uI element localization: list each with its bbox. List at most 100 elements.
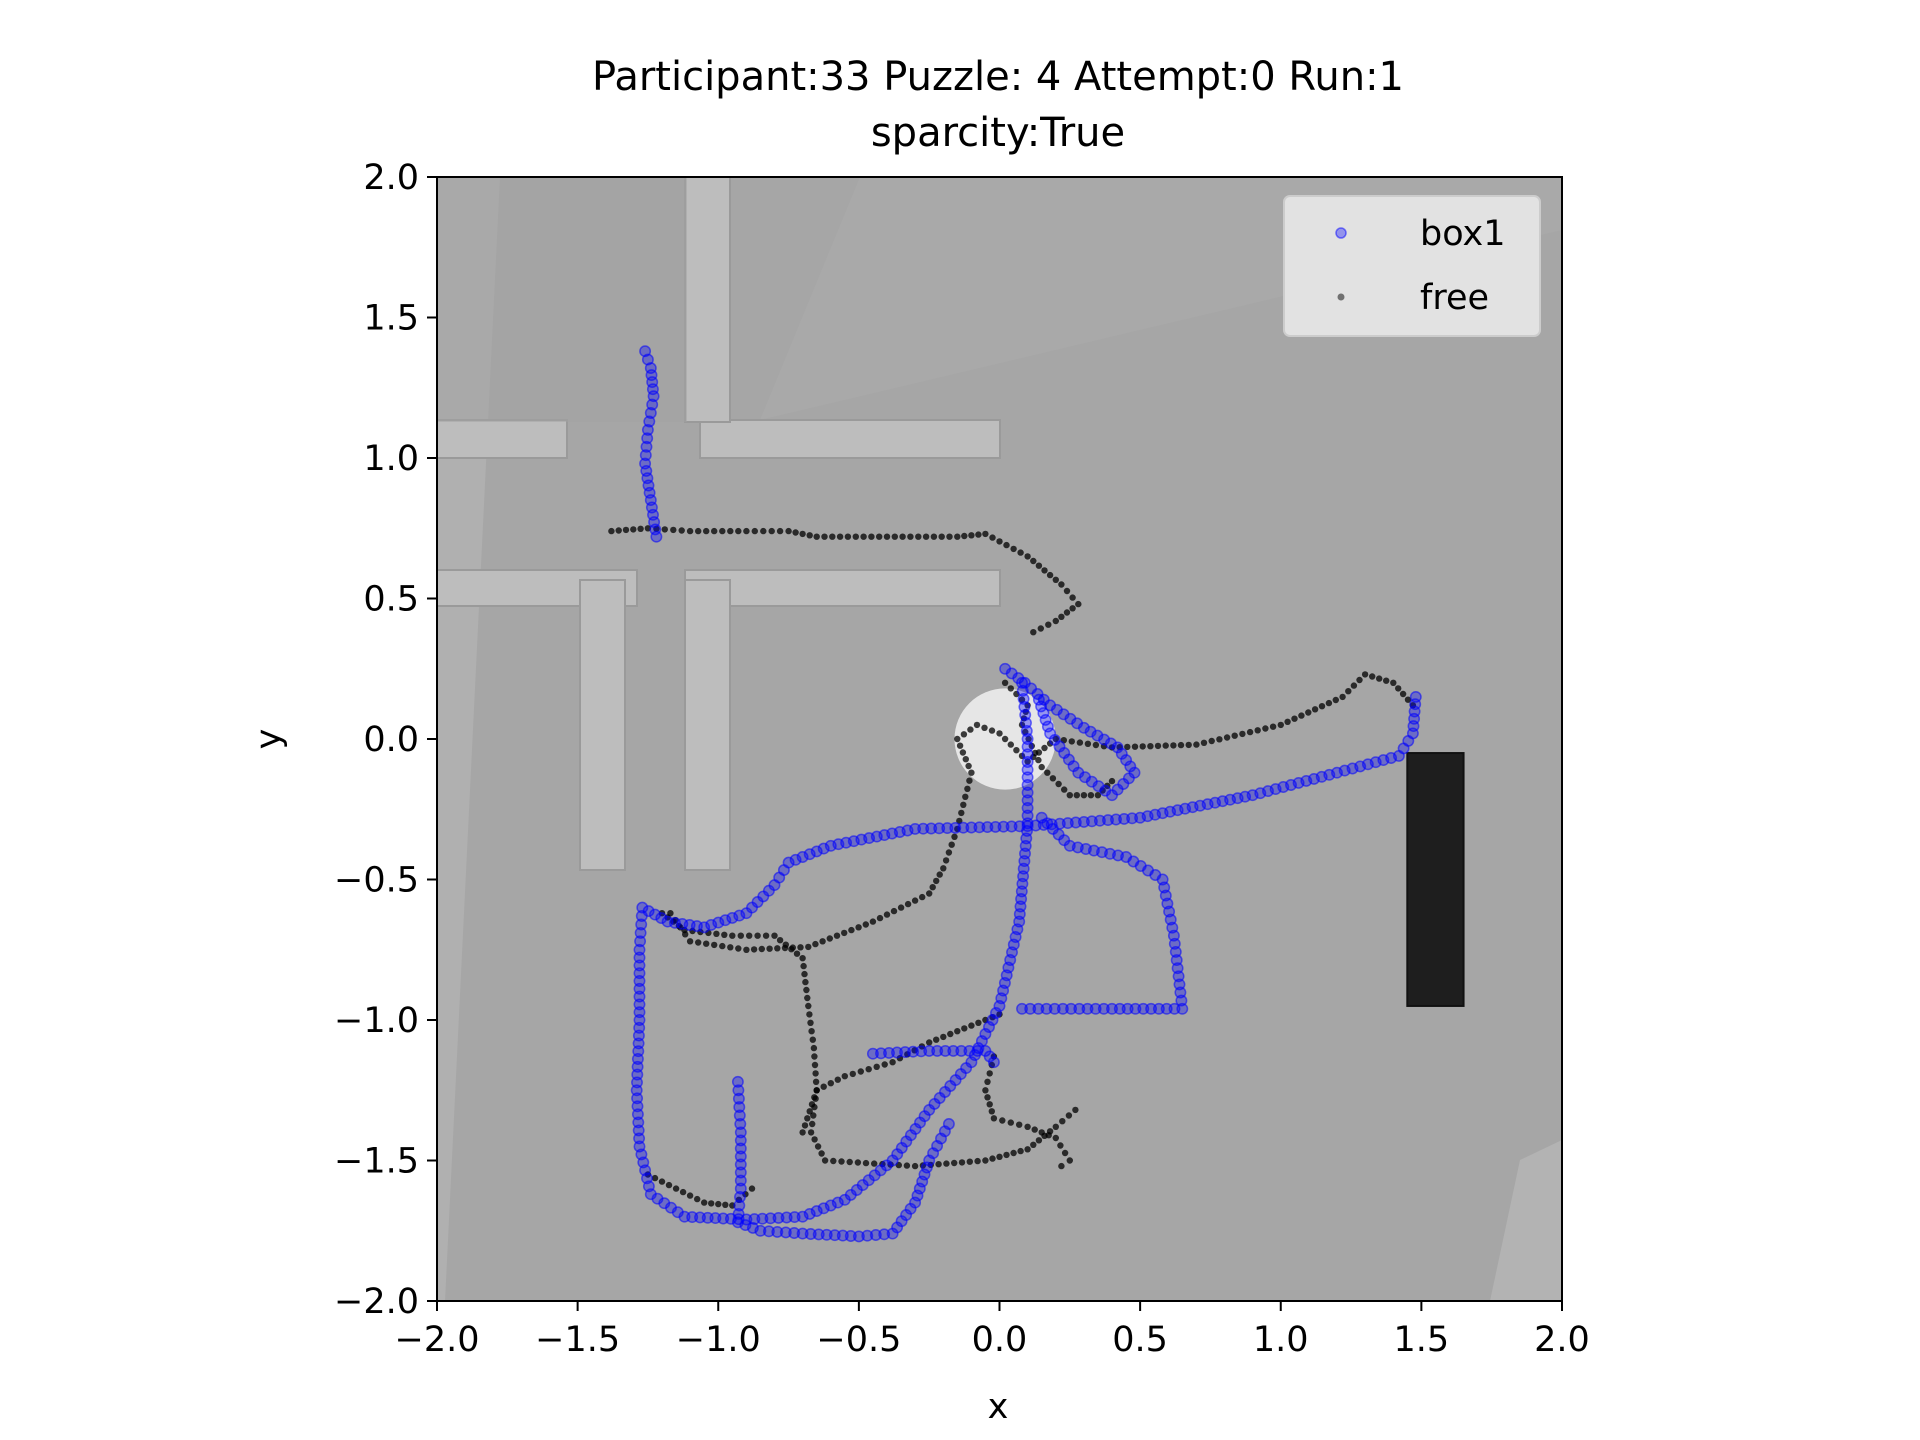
box1-point [923,1044,936,1057]
box1-point [640,440,653,453]
free-point [891,533,898,540]
free-point [973,721,981,729]
y-tick-label: 2.0 [363,158,419,198]
free-point [945,849,953,856]
free-point [833,932,841,939]
free-point [968,532,975,539]
free-point [1376,675,1383,682]
box1-point [1091,729,1104,742]
box1-point [1032,693,1045,706]
free-point [883,911,891,918]
free-point [946,533,953,540]
box1-point [788,1227,801,1239]
box1-point [955,1044,968,1057]
free-point [637,525,644,532]
y-tick-label: 1.0 [363,439,419,479]
box1-point [1073,1002,1086,1015]
free-point [1311,706,1319,713]
y-tick-label: −1.5 [334,1142,419,1182]
box1-point [636,901,649,914]
box1-point [634,935,647,948]
box1-point [920,1161,933,1174]
free-point [814,1143,822,1150]
box1-point [941,822,954,835]
free-point [813,1087,820,1094]
free-point [1030,1141,1037,1149]
floor-wedge-bottom-right [1490,1140,1562,1301]
box1-point [734,1142,747,1155]
free-point [881,1061,888,1068]
free-point [1404,696,1412,703]
free-point [915,533,922,540]
box1-point [1081,1002,1094,1015]
free-point [801,970,808,978]
free-point [661,526,668,533]
free-point [966,1158,973,1165]
free-point [813,533,820,540]
free-point [665,1181,673,1189]
free-point [1177,741,1185,749]
free-point [834,1076,841,1083]
free-point [857,1068,864,1075]
x-tick-label: 2.0 [1534,1320,1590,1360]
free-point [933,1036,940,1043]
box1-point [878,1228,891,1241]
free-point [871,1160,878,1167]
box1-point [810,845,823,858]
free-point [860,533,867,540]
free-point [1246,728,1254,736]
legend-box [1283,195,1541,337]
box1-point [731,1075,744,1088]
free-point [678,527,685,534]
legend-marker-box1 [1335,227,1347,239]
box1-point [824,1199,837,1212]
box1-point [911,1189,924,1202]
free-point [938,533,945,540]
free-point [1350,682,1358,689]
free-point [961,1025,968,1032]
x-tick-label: 0.0 [972,1320,1028,1360]
free-point [1025,735,1032,743]
free-point [1200,739,1208,746]
box1-point [754,1224,767,1237]
free-point [751,527,758,535]
free-point [758,945,765,953]
free-point [1284,718,1291,725]
free-point [947,1030,954,1038]
free-point [1147,743,1154,750]
free-point [810,1044,818,1052]
free-point [811,1094,818,1101]
box1-point [803,1207,816,1220]
free-point [929,884,936,891]
free-point [808,1101,816,1108]
free-point [799,1129,806,1136]
free-point [1035,756,1042,764]
free-point [804,994,811,1002]
free-point [1075,600,1082,608]
free-point [818,1150,825,1157]
free-point [760,527,767,535]
box1-point [1104,737,1117,750]
free-point [965,762,972,770]
free-point [802,978,809,986]
free-point [1356,676,1363,684]
box1-point [734,1126,747,1139]
free-point [1339,693,1346,701]
free-point [1003,541,1010,549]
free-point [1057,1142,1064,1149]
box1-point [779,1226,792,1239]
free-point [729,932,736,939]
box1-point [734,1158,747,1171]
free-point [1049,775,1057,782]
x-tick-label: −0.5 [816,1320,901,1360]
box1-point [762,1225,775,1238]
free-point [1031,1126,1038,1133]
box1-point [1048,1002,1061,1015]
box1-point [831,1196,844,1209]
free-point [1010,545,1017,553]
dark-block [1406,752,1465,1007]
free-point [695,939,702,946]
box1-point [913,1182,926,1195]
free-point [1254,727,1261,734]
free-point [722,1201,729,1209]
